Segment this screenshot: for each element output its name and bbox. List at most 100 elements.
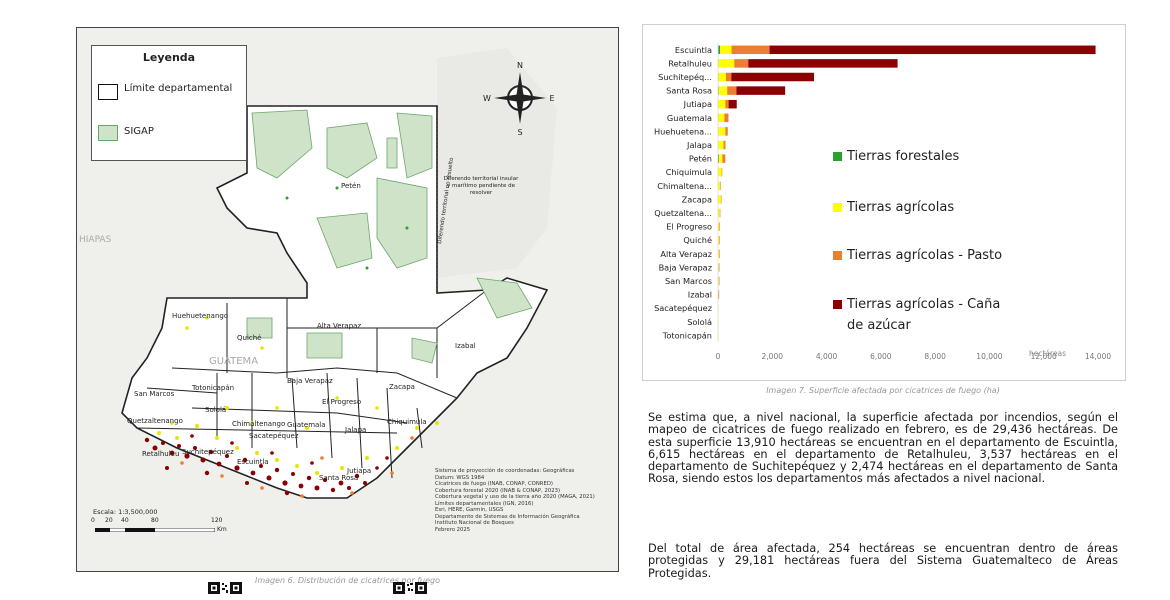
legend-label: Tierras forestales [846,149,960,164]
burned-area-chart: Escuintla Retalhuleu Suchitepéq... Santa Ro… [642,24,1126,381]
category-label: Escuintla [675,45,712,55]
bar-segment [720,45,732,55]
category-label: Baja Verapaz [659,262,712,272]
compass-w: W [483,94,491,103]
bar-segment [718,113,725,123]
x-tick-label: 8,000 [924,352,946,361]
bar-segment [769,45,1096,55]
bar-segment [748,59,898,68]
compass-icon: N S E W [483,61,554,137]
label-zacapa: Zacapa [389,383,415,391]
x-tick-label: 6,000 [870,352,892,361]
bar-segment [718,290,720,299]
category-label: Huehuetena... [654,126,712,136]
bar-segment [719,208,721,218]
bar-segment [720,181,721,191]
bar-segment [718,263,720,272]
legend-label: Tierras agrícolas - Pasto [846,248,1002,263]
x-axis-label: hectáreas [1029,349,1066,358]
label-quiche: Quiché [237,334,261,342]
label-jalapa: Jalapa [344,426,366,434]
label-jutiapa: Jutiapa [346,467,371,475]
label-retalhuleu: Retalhuleu [142,450,179,458]
category-label: El Progreso [666,222,712,232]
compass-s: S [517,128,522,137]
label-chimaltenango: Chimaltenango [232,420,285,428]
x-tick-label: 10,000 [976,352,1002,361]
compass-e: E [549,94,554,103]
label-totonicapan: Totonicapán [191,384,234,392]
bar-segment [718,167,722,177]
credit-line: Cobertura forestal 2020 (INAB & CONAP, 2… [435,487,561,494]
bar-segment [718,276,720,286]
bar-segment [734,59,749,68]
legend-swatch [833,203,842,212]
category-label: Izabal [688,290,712,300]
bar-segment [731,72,815,82]
category-label: Chimaltena... [657,181,712,191]
category-label: Chiquimula [666,167,712,177]
bar-segment [728,99,737,109]
bar-segment [719,249,720,259]
bar-segment [719,235,720,245]
legend-label: de azúcar [847,318,912,333]
label-guatemala-country: GUATEMA [209,356,258,367]
bar-segment [718,154,720,163]
fire-scar-map: N S E W Petén HIAPAS GUATEMA Huehuetenan… [76,27,619,572]
label-chiapas: HIAPAS [79,235,112,245]
category-label: Quetzaltena... [654,208,712,218]
credit-line: Sistema de proyección de coordenadas: Ge… [435,468,575,474]
bar-segment [725,99,729,109]
bar-segment [718,99,726,109]
paragraph-summary: Se estima que, a nivel nacional, la supe… [648,411,1118,486]
category-label: Santa Rosa [666,86,712,96]
legend-title: Leyenda [142,51,196,64]
map-graphic: N S E W Petén HIAPAS GUATEMA Huehuetenan… [77,28,618,571]
category-label: Alta Verapaz [660,249,712,259]
label-santa-rosa: Santa Rosa [319,474,358,482]
chart-caption: Imagen 7. Superficie afectada por cicatr… [766,386,1000,395]
bar-segment [718,181,721,191]
label-san-marcos: San Marcos [134,390,175,398]
category-label: Retalhuleu [668,58,712,68]
bar-segment [718,140,724,150]
x-tick-label: 12,000 [1031,352,1057,361]
bar-segment [721,167,723,177]
qr-code-icon[interactable] [208,582,242,598]
credit-line: Datum: WGS 1984 [435,474,485,481]
label-quetzaltenango: Quetzaltenango [127,417,183,425]
bar-segment [718,72,726,82]
bar-segment [718,127,726,136]
category-label: Quiché [683,235,712,245]
bar-segment [718,59,735,68]
map-caption: Imagen 6. Distribución de cicatrices por… [254,576,441,585]
category-label: Guatemala [667,113,712,123]
label-sacatepequez: Sacatepéquez [249,432,299,440]
label-solola: Sololá [205,406,226,414]
credit-line: Cicatrices de fuego (INAB, CONAP, CONRED… [435,481,553,487]
legend-label-sigap: SIGAP [124,126,154,137]
bar-segment [731,45,770,55]
label-baja-verapaz: Baja Verapaz [287,377,333,385]
label-suchitepequez: Suchitepéquez [182,448,234,456]
category-label: Jalapa [686,140,712,150]
label-alta-verapaz: Alta Verapaz [317,322,361,330]
label-el-progreso: El Progreso [322,398,361,406]
bar-segment [718,222,720,231]
qr-code-icon[interactable] [393,582,427,598]
legend-swatch [833,300,842,309]
category-label: Sololá [687,317,712,327]
bar-segment [718,86,719,95]
label-guatemala-dept: Guatemala [287,421,326,429]
category-label: Totonicapán [662,330,712,340]
scale-label: Escala: 1:3,500,000 [93,508,158,516]
bar-segment [718,45,721,55]
credit-line: Límites departamentales (IGN, 2016) [435,500,534,507]
label-diferendo-insular: Diferendo territorial insular y marítimo… [443,176,519,196]
bar-segment [719,222,721,231]
bar-segment [718,208,720,218]
legend-label-boundary: Límite departamental [124,83,233,94]
bar-segment [718,195,721,204]
bar-segment [718,263,719,272]
bar-segment [718,86,728,95]
